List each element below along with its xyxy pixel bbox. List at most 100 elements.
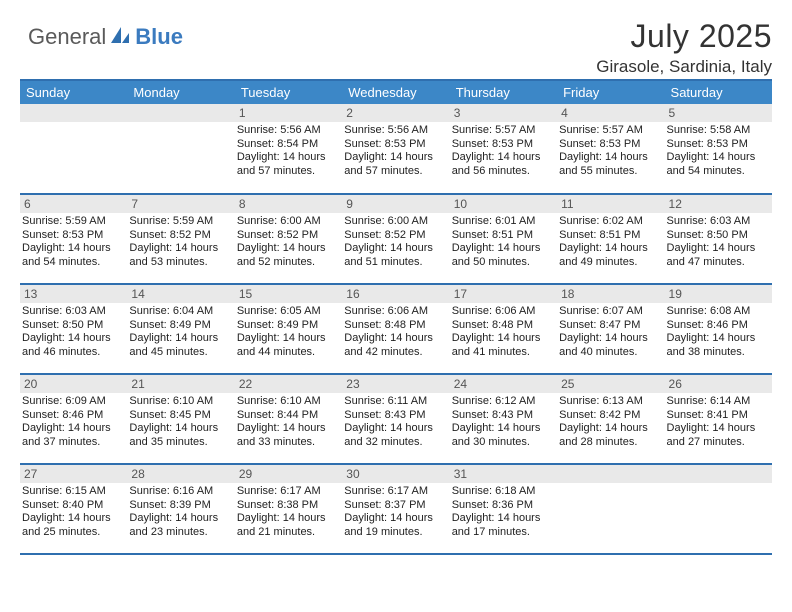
- sunrise-text: Sunrise: 6:11 AM: [344, 395, 447, 409]
- sunset-text: Sunset: 8:50 PM: [667, 229, 770, 243]
- day-number: 13: [20, 285, 127, 303]
- daylight-text-1: Daylight: 14 hours: [237, 512, 340, 526]
- day-body: Sunrise: 6:03 AMSunset: 8:50 PMDaylight:…: [20, 303, 127, 363]
- sunset-text: Sunset: 8:52 PM: [237, 229, 340, 243]
- day-body: Sunrise: 5:56 AMSunset: 8:53 PMDaylight:…: [342, 122, 449, 182]
- day-body: Sunrise: 5:59 AMSunset: 8:52 PMDaylight:…: [127, 213, 234, 273]
- sunset-text: Sunset: 8:51 PM: [559, 229, 662, 243]
- day-number: 8: [235, 195, 342, 213]
- calendar-day-cell: 24Sunrise: 6:12 AMSunset: 8:43 PMDayligh…: [450, 374, 557, 464]
- calendar-day-cell: 10Sunrise: 6:01 AMSunset: 8:51 PMDayligh…: [450, 194, 557, 284]
- sunset-text: Sunset: 8:53 PM: [452, 138, 555, 152]
- day-number: 26: [665, 375, 772, 393]
- calendar-day-cell: 26Sunrise: 6:14 AMSunset: 8:41 PMDayligh…: [665, 374, 772, 464]
- day-body: Sunrise: 5:57 AMSunset: 8:53 PMDaylight:…: [557, 122, 664, 182]
- daylight-text-1: Daylight: 14 hours: [22, 512, 125, 526]
- daylight-text-1: Daylight: 14 hours: [452, 512, 555, 526]
- daylight-text-1: Daylight: 14 hours: [22, 422, 125, 436]
- sunset-text: Sunset: 8:51 PM: [452, 229, 555, 243]
- calendar-day-cell: 25Sunrise: 6:13 AMSunset: 8:42 PMDayligh…: [557, 374, 664, 464]
- sunrise-text: Sunrise: 6:08 AM: [667, 305, 770, 319]
- day-number: 6: [20, 195, 127, 213]
- daylight-text-2: and 50 minutes.: [452, 256, 555, 270]
- logo-text-general: General: [28, 24, 106, 50]
- day-number: 11: [557, 195, 664, 213]
- daylight-text-1: Daylight: 14 hours: [129, 422, 232, 436]
- day-number: 14: [127, 285, 234, 303]
- daylight-text-2: and 17 minutes.: [452, 526, 555, 540]
- day-body: Sunrise: 6:12 AMSunset: 8:43 PMDaylight:…: [450, 393, 557, 453]
- day-body: Sunrise: 6:00 AMSunset: 8:52 PMDaylight:…: [342, 213, 449, 273]
- sunrise-text: Sunrise: 6:06 AM: [344, 305, 447, 319]
- daylight-text-2: and 55 minutes.: [559, 165, 662, 179]
- sunrise-text: Sunrise: 5:57 AM: [559, 124, 662, 138]
- day-number: 17: [450, 285, 557, 303]
- daylight-text-1: Daylight: 14 hours: [237, 422, 340, 436]
- day-body: Sunrise: 6:04 AMSunset: 8:49 PMDaylight:…: [127, 303, 234, 363]
- calendar-day-cell: 14Sunrise: 6:04 AMSunset: 8:49 PMDayligh…: [127, 284, 234, 374]
- day-number: 21: [127, 375, 234, 393]
- calendar-day-cell: 19Sunrise: 6:08 AMSunset: 8:46 PMDayligh…: [665, 284, 772, 374]
- day-body: Sunrise: 6:13 AMSunset: 8:42 PMDaylight:…: [557, 393, 664, 453]
- logo-sail-icon: [109, 25, 131, 50]
- sunrise-text: Sunrise: 6:03 AM: [667, 215, 770, 229]
- day-body: Sunrise: 6:17 AMSunset: 8:37 PMDaylight:…: [342, 483, 449, 543]
- calendar-table: Sunday Monday Tuesday Wednesday Thursday…: [20, 81, 772, 555]
- daylight-text-2: and 40 minutes.: [559, 346, 662, 360]
- calendar-day-cell: 4Sunrise: 5:57 AMSunset: 8:53 PMDaylight…: [557, 104, 664, 194]
- sunrise-text: Sunrise: 6:15 AM: [22, 485, 125, 499]
- calendar-day-cell: 31Sunrise: 6:18 AMSunset: 8:36 PMDayligh…: [450, 464, 557, 554]
- daylight-text-1: Daylight: 14 hours: [452, 422, 555, 436]
- calendar-day-cell: 12Sunrise: 6:03 AMSunset: 8:50 PMDayligh…: [665, 194, 772, 284]
- sunset-text: Sunset: 8:44 PM: [237, 409, 340, 423]
- calendar-day-cell: 22Sunrise: 6:10 AMSunset: 8:44 PMDayligh…: [235, 374, 342, 464]
- daylight-text-2: and 45 minutes.: [129, 346, 232, 360]
- sunset-text: Sunset: 8:39 PM: [129, 499, 232, 513]
- sunrise-text: Sunrise: 6:04 AM: [129, 305, 232, 319]
- calendar-day-cell: 1Sunrise: 5:56 AMSunset: 8:54 PMDaylight…: [235, 104, 342, 194]
- weekday-header: Sunday: [20, 81, 127, 104]
- calendar-day-cell: 3Sunrise: 5:57 AMSunset: 8:53 PMDaylight…: [450, 104, 557, 194]
- day-number: 16: [342, 285, 449, 303]
- day-number: 29: [235, 465, 342, 483]
- daylight-text-2: and 30 minutes.: [452, 436, 555, 450]
- calendar-day-cell: 27Sunrise: 6:15 AMSunset: 8:40 PMDayligh…: [20, 464, 127, 554]
- daylight-text-1: Daylight: 14 hours: [452, 332, 555, 346]
- sunset-text: Sunset: 8:50 PM: [22, 319, 125, 333]
- sunset-text: Sunset: 8:52 PM: [129, 229, 232, 243]
- day-number: 27: [20, 465, 127, 483]
- day-body: Sunrise: 6:07 AMSunset: 8:47 PMDaylight:…: [557, 303, 664, 363]
- daylight-text-2: and 41 minutes.: [452, 346, 555, 360]
- calendar-day-cell: 29Sunrise: 6:17 AMSunset: 8:38 PMDayligh…: [235, 464, 342, 554]
- daylight-text-1: Daylight: 14 hours: [22, 242, 125, 256]
- daylight-text-2: and 56 minutes.: [452, 165, 555, 179]
- daylight-text-2: and 37 minutes.: [22, 436, 125, 450]
- sunrise-text: Sunrise: 6:10 AM: [237, 395, 340, 409]
- calendar-day-cell: [557, 464, 664, 554]
- weekday-header: Monday: [127, 81, 234, 104]
- daylight-text-1: Daylight: 14 hours: [559, 151, 662, 165]
- daylight-text-2: and 33 minutes.: [237, 436, 340, 450]
- month-title: July 2025: [596, 18, 772, 55]
- daylight-text-2: and 25 minutes.: [22, 526, 125, 540]
- calendar-day-cell: 20Sunrise: 6:09 AMSunset: 8:46 PMDayligh…: [20, 374, 127, 464]
- daylight-text-1: Daylight: 14 hours: [22, 332, 125, 346]
- day-body: Sunrise: 6:08 AMSunset: 8:46 PMDaylight:…: [665, 303, 772, 363]
- day-body: Sunrise: 6:09 AMSunset: 8:46 PMDaylight:…: [20, 393, 127, 453]
- calendar-day-cell: [127, 104, 234, 194]
- sunset-text: Sunset: 8:42 PM: [559, 409, 662, 423]
- sunrise-text: Sunrise: 6:03 AM: [22, 305, 125, 319]
- daylight-text-2: and 19 minutes.: [344, 526, 447, 540]
- sunrise-text: Sunrise: 6:16 AM: [129, 485, 232, 499]
- weekday-header-row: Sunday Monday Tuesday Wednesday Thursday…: [20, 81, 772, 104]
- sunrise-text: Sunrise: 6:02 AM: [559, 215, 662, 229]
- sunset-text: Sunset: 8:49 PM: [129, 319, 232, 333]
- calendar-week-row: 6Sunrise: 5:59 AMSunset: 8:53 PMDaylight…: [20, 194, 772, 284]
- weekday-header: Thursday: [450, 81, 557, 104]
- weekday-header: Wednesday: [342, 81, 449, 104]
- day-number: 23: [342, 375, 449, 393]
- logo-text-blue: Blue: [135, 24, 183, 50]
- sunset-text: Sunset: 8:53 PM: [667, 138, 770, 152]
- day-number: 10: [450, 195, 557, 213]
- sunrise-text: Sunrise: 6:12 AM: [452, 395, 555, 409]
